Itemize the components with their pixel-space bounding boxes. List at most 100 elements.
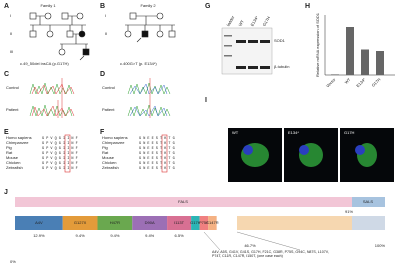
band-label: SOD1 — [274, 38, 286, 43]
family-title: Family 2 — [140, 3, 156, 8]
segment-name: H47R — [110, 220, 120, 225]
species: Chicken — [6, 160, 20, 165]
other-variants — [237, 216, 385, 230]
segment-percent: 9.4% — [76, 233, 86, 238]
segment — [15, 216, 63, 230]
species: Rat — [6, 150, 13, 155]
row-label: Patient — [102, 107, 115, 112]
axes — [324, 15, 395, 76]
mark-label: 46.7% — [244, 243, 256, 248]
sequence: G N E E S T K T G — [139, 152, 175, 156]
bar — [346, 27, 354, 75]
segment-percent: 9.4% — [145, 233, 155, 238]
band-label: β-tubulin — [274, 64, 289, 69]
segment — [208, 216, 217, 230]
group-label: SALS — [363, 199, 374, 204]
sequence: G P V Q G I I N F — [42, 157, 78, 161]
bar — [331, 74, 339, 75]
sequence: G P V Q G I I N F — [42, 152, 78, 156]
segment — [191, 216, 200, 230]
nucleus — [355, 145, 365, 155]
highlight-box — [161, 134, 168, 173]
chromatogram — [29, 78, 171, 118]
generation: I — [10, 13, 11, 18]
segment-name: P75S — [199, 220, 209, 225]
species: Chicken — [102, 160, 116, 165]
end-label: 0% — [10, 259, 16, 264]
note: A4V, A5S, G41V, G41S, G17H, F21C, G38R, … — [212, 250, 329, 259]
generation: I — [105, 13, 106, 18]
sequence: G N E E S T K T G — [139, 162, 175, 166]
panel-label: B — [100, 3, 105, 10]
pedigree — [29, 12, 90, 61]
panel-label: C — [4, 71, 9, 78]
row-label: Patient — [6, 107, 19, 112]
end-label: 100% — [375, 243, 386, 248]
segment-percent: 12.9% — [33, 233, 45, 238]
nucleus — [243, 145, 253, 155]
panel-label: A — [4, 3, 9, 10]
lane-label: E134* — [249, 15, 259, 27]
blot-bands — [224, 35, 270, 69]
panel-label: G — [205, 3, 211, 10]
segment-name: D90A — [145, 220, 155, 225]
family-title: Family 1 — [40, 3, 56, 8]
segment-percent: 6.5% — [175, 233, 185, 238]
segment-name: G127X — [74, 220, 87, 225]
row-label: Control — [102, 85, 115, 90]
species: Pig — [102, 145, 108, 150]
nucleus — [299, 145, 309, 155]
x-tick-label: WT — [344, 77, 352, 85]
highlight-box — [64, 134, 71, 173]
segment-percent: 9.4% — [110, 233, 120, 238]
fals-bar — [15, 197, 352, 207]
sequence: G P V Q G I I N F — [42, 147, 78, 151]
mutation: c.49_50del insCA (p.G17H) — [20, 61, 69, 66]
mark-label: 91% — [345, 209, 353, 214]
panel-label: I — [205, 97, 207, 104]
species: Homo sapiens — [102, 135, 128, 140]
sequence: G P V Q G I I N F — [42, 137, 78, 141]
sequence: G N E E S T K T G — [139, 137, 175, 141]
bar — [376, 51, 384, 75]
segment-name: G17H — [190, 220, 201, 225]
panel-label: D — [100, 71, 105, 78]
generation: III — [10, 49, 13, 54]
segment — [199, 216, 209, 230]
image-label: WT — [232, 130, 239, 135]
generation: II — [10, 31, 12, 36]
species: Homo sapiens — [6, 135, 32, 140]
mutation: c.400G>T (p. E134*) — [120, 61, 157, 66]
lane-label: G17H — [261, 15, 271, 27]
segment — [97, 216, 133, 230]
segment — [167, 216, 192, 230]
bar — [361, 49, 369, 75]
segment-name: C147R — [206, 220, 219, 225]
sequence: G P V Q G I I N F — [42, 167, 78, 171]
sequence: G N E E S T K T G — [139, 147, 175, 151]
panel-label: F — [100, 129, 105, 136]
segment-name: I113T — [174, 220, 184, 225]
x-tick-label: Vector — [325, 76, 337, 88]
species: Mouse — [102, 155, 115, 160]
image-label: E134* — [288, 130, 299, 135]
image-label: G17H — [344, 130, 355, 135]
species: Pig — [6, 145, 12, 150]
species: Zebrafish — [6, 165, 23, 170]
row-label: Control — [6, 85, 19, 90]
segment-name: A4V — [35, 220, 43, 225]
generation: II — [105, 31, 107, 36]
panel-label: J — [4, 189, 8, 196]
lane-label: WT — [237, 19, 245, 27]
sequence: G N E E S T K T G — [139, 142, 175, 146]
note-text: A4V, A5S, G41V, G41S, G17H, F21C, G38R, … — [212, 250, 329, 259]
sequence: G N E E S T K T G — [139, 157, 175, 161]
pedigree — [124, 12, 176, 43]
panel-label: E — [4, 129, 9, 136]
y-axis-label: Relative mRNA expression of SOD1 — [315, 12, 320, 77]
panel-label: H — [305, 3, 310, 10]
leader — [203, 231, 301, 251]
x-tick-label: E134* — [355, 77, 367, 89]
sequence: G P V Q G I I N F — [42, 142, 78, 146]
species: Chimpanzee — [6, 140, 29, 145]
